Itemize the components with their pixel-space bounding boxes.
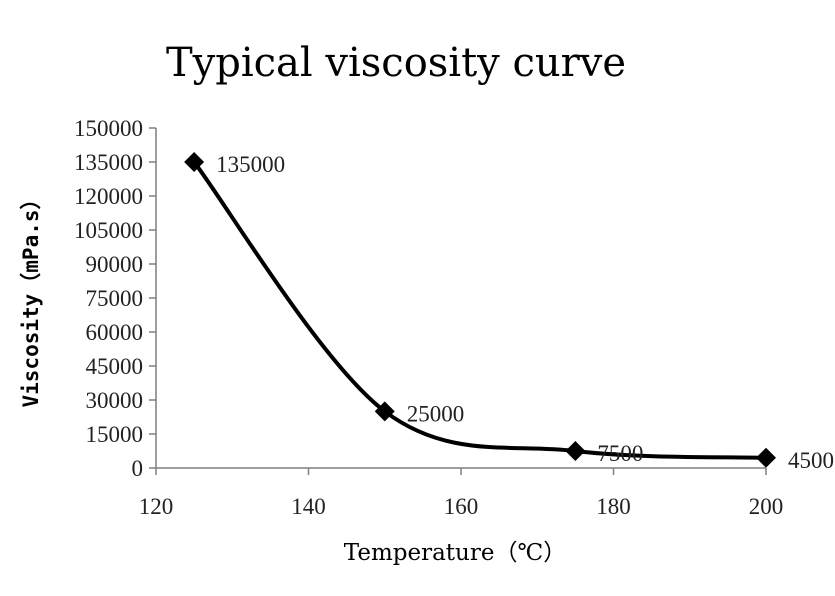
x-tick-label: 140: [291, 494, 326, 519]
y-tick-label: 90000: [86, 252, 144, 277]
data-label: 25000: [407, 401, 465, 426]
data-point-marker: [565, 441, 586, 461]
plot-area: 135000 25000 7500 4500: [184, 152, 834, 473]
x-tick-label: 180: [596, 494, 631, 519]
data-label: 7500: [597, 441, 643, 466]
data-point-marker: [756, 447, 776, 468]
data-label: 135000: [216, 152, 285, 177]
x-axis-label: Temperature（℃）: [344, 540, 566, 566]
y-tick-label: 105000: [74, 218, 143, 243]
y-tick-label: 150000: [74, 116, 143, 141]
y-tick-label: 75000: [86, 286, 144, 311]
x-tick-label: 200: [749, 494, 784, 519]
y-tick-label: 0: [132, 456, 144, 481]
y-tick-label: 120000: [74, 184, 143, 209]
y-tick-label: 15000: [86, 422, 144, 447]
y-tick-label: 135000: [74, 150, 143, 175]
data-labels: 135000 25000 7500 4500: [216, 152, 834, 473]
chart-title: Typical viscosity curve: [166, 40, 626, 86]
y-tick-label: 45000: [86, 354, 144, 379]
x-axis: 120 140 160 180 200: [139, 467, 784, 519]
y-axis: 0 15000 30000 45000 60000 75000 90000 105000 120…: [74, 116, 157, 481]
y-tick-label: 30000: [86, 388, 144, 413]
data-point-marker: [374, 401, 395, 422]
data-markers: [184, 152, 776, 468]
data-point-marker: [184, 152, 205, 172]
x-tick-label: 120: [139, 494, 174, 519]
x-tick-label: 160: [444, 494, 479, 519]
y-tick-label: 60000: [86, 320, 144, 345]
y-axis-label: Viscosity（mPa.s）: [19, 188, 43, 407]
series-line: [192, 160, 768, 460]
data-label: 4500: [788, 448, 834, 473]
